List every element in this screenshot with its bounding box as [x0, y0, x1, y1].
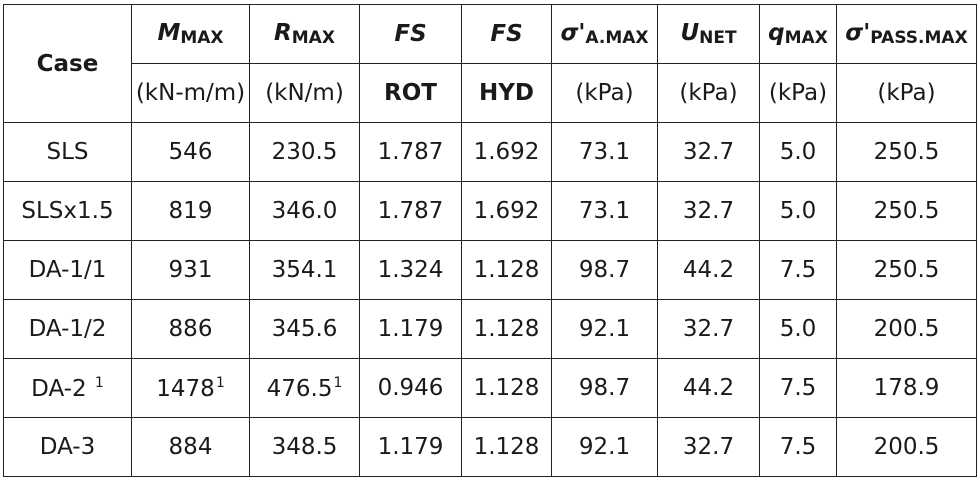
unet-cell: 32.7 — [657, 417, 760, 477]
sigma-a-cell: 73.1 — [551, 122, 658, 182]
fs-hyd-cell: 1.128 — [461, 240, 552, 300]
case-cell: DA-2 1 — [3, 358, 132, 418]
fs-rot-cell: 1.787 — [359, 181, 462, 241]
sigma-pass-cell: 250.5 — [836, 181, 977, 241]
sigma-pass-cell: 250.5 — [836, 240, 977, 300]
unet-cell: 32.7 — [657, 122, 760, 182]
col-header-unet: UNET — [657, 4, 760, 64]
fs-rot-cell: 1.179 — [359, 417, 462, 477]
unet-cell: 32.7 — [657, 181, 760, 241]
results-table: Case MMAX RMAX FS FS σ'A.MAX UNET qMAX σ… — [3, 4, 977, 477]
table-wrapper: Case MMAX RMAX FS FS σ'A.MAX UNET qMAX σ… — [3, 4, 977, 477]
col-header-mmax: MMAX — [131, 4, 250, 64]
col-header-rmax: RMAX — [249, 4, 360, 64]
table-row: DA-2 1 14781 476.51 0.946 1.128 98.7 44.… — [3, 358, 977, 418]
col-header-sigma-pass-max: σ'PASS.MAX — [836, 4, 977, 64]
rmax-cell: 348.5 — [249, 417, 360, 477]
rmax-cell: 346.0 — [249, 181, 360, 241]
mmax-cell: 546 — [131, 122, 250, 182]
sigma-a-cell: 73.1 — [551, 181, 658, 241]
fs-hyd-cell: 1.128 — [461, 299, 552, 359]
fs-hyd-cell: 1.128 — [461, 417, 552, 477]
unet-cell: 44.2 — [657, 240, 760, 300]
rmax-cell: 345.6 — [249, 299, 360, 359]
table-row: SLS 546 230.5 1.787 1.692 73.1 32.7 5.0 … — [3, 122, 977, 182]
unit-fs-rot: ROT — [359, 63, 462, 123]
sigma-a-cell: 92.1 — [551, 299, 658, 359]
sigma-pass-cell: 200.5 — [836, 417, 977, 477]
case-cell: SLS — [3, 122, 132, 182]
unit-sigma-a-max: (kPa) — [551, 63, 658, 123]
fs-hyd-cell: 1.692 — [461, 122, 552, 182]
table-row: SLSx1.5 819 346.0 1.787 1.692 73.1 32.7 … — [3, 181, 977, 241]
unit-rmax: (kN/m) — [249, 63, 360, 123]
col-header-fs-rot: FS — [359, 4, 462, 64]
fs-hyd-cell: 1.692 — [461, 181, 552, 241]
col-header-fs-hyd: FS — [461, 4, 552, 64]
unit-mmax: (kN-m/m) — [131, 63, 250, 123]
case-cell: DA-3 — [3, 417, 132, 477]
sigma-pass-cell: 178.9 — [836, 358, 977, 418]
mmax-cell: 931 — [131, 240, 250, 300]
unit-fs-hyd: HYD — [461, 63, 552, 123]
fs-rot-cell: 1.787 — [359, 122, 462, 182]
qmax-cell: 5.0 — [759, 181, 837, 241]
unet-cell: 32.7 — [657, 299, 760, 359]
case-header: Case — [3, 4, 132, 123]
case-cell: SLSx1.5 — [3, 181, 132, 241]
table-row: DA-1/1 931 354.1 1.324 1.128 98.7 44.2 7… — [3, 240, 977, 300]
sigma-pass-cell: 250.5 — [836, 122, 977, 182]
col-header-qmax: qMAX — [759, 4, 837, 64]
sigma-a-cell: 98.7 — [551, 358, 658, 418]
table-row: DA-3 884 348.5 1.179 1.128 92.1 32.7 7.5… — [3, 417, 977, 477]
case-cell: DA-1/1 — [3, 240, 132, 300]
rmax-cell: 476.51 — [249, 358, 360, 418]
mmax-cell: 819 — [131, 181, 250, 241]
mmax-cell: 886 — [131, 299, 250, 359]
mmax-cell: 884 — [131, 417, 250, 477]
table-row: DA-1/2 886 345.6 1.179 1.128 92.1 32.7 5… — [3, 299, 977, 359]
unit-sigma-pass-max: (kPa) — [836, 63, 977, 123]
fs-rot-cell: 1.179 — [359, 299, 462, 359]
col-header-sigma-a-max: σ'A.MAX — [551, 4, 658, 64]
fs-rot-cell: 1.324 — [359, 240, 462, 300]
qmax-cell: 7.5 — [759, 240, 837, 300]
sigma-pass-cell: 200.5 — [836, 299, 977, 359]
rmax-cell: 354.1 — [249, 240, 360, 300]
qmax-cell: 7.5 — [759, 358, 837, 418]
footnote-marker: 1 — [333, 374, 343, 391]
footnote-marker: 1 — [215, 374, 225, 391]
fs-rot-cell: 0.946 — [359, 358, 462, 418]
qmax-cell: 5.0 — [759, 299, 837, 359]
case-cell: DA-1/2 — [3, 299, 132, 359]
header-row-units: (kN-m/m) (kN/m) ROT HYD (kPa) (kPa) (kPa… — [4, 63, 977, 123]
qmax-cell: 7.5 — [759, 417, 837, 477]
unit-qmax: (kPa) — [759, 63, 837, 123]
unit-unet: (kPa) — [657, 63, 760, 123]
fs-hyd-cell: 1.128 — [461, 358, 552, 418]
unet-cell: 44.2 — [657, 358, 760, 418]
rmax-cell: 230.5 — [249, 122, 360, 182]
sigma-a-cell: 92.1 — [551, 417, 658, 477]
mmax-cell: 14781 — [131, 358, 250, 418]
header-row-symbols: Case MMAX RMAX FS FS σ'A.MAX UNET qMAX σ… — [3, 4, 977, 123]
qmax-cell: 5.0 — [759, 122, 837, 182]
footnote-marker: 1 — [94, 374, 104, 391]
sigma-a-cell: 98.7 — [551, 240, 658, 300]
